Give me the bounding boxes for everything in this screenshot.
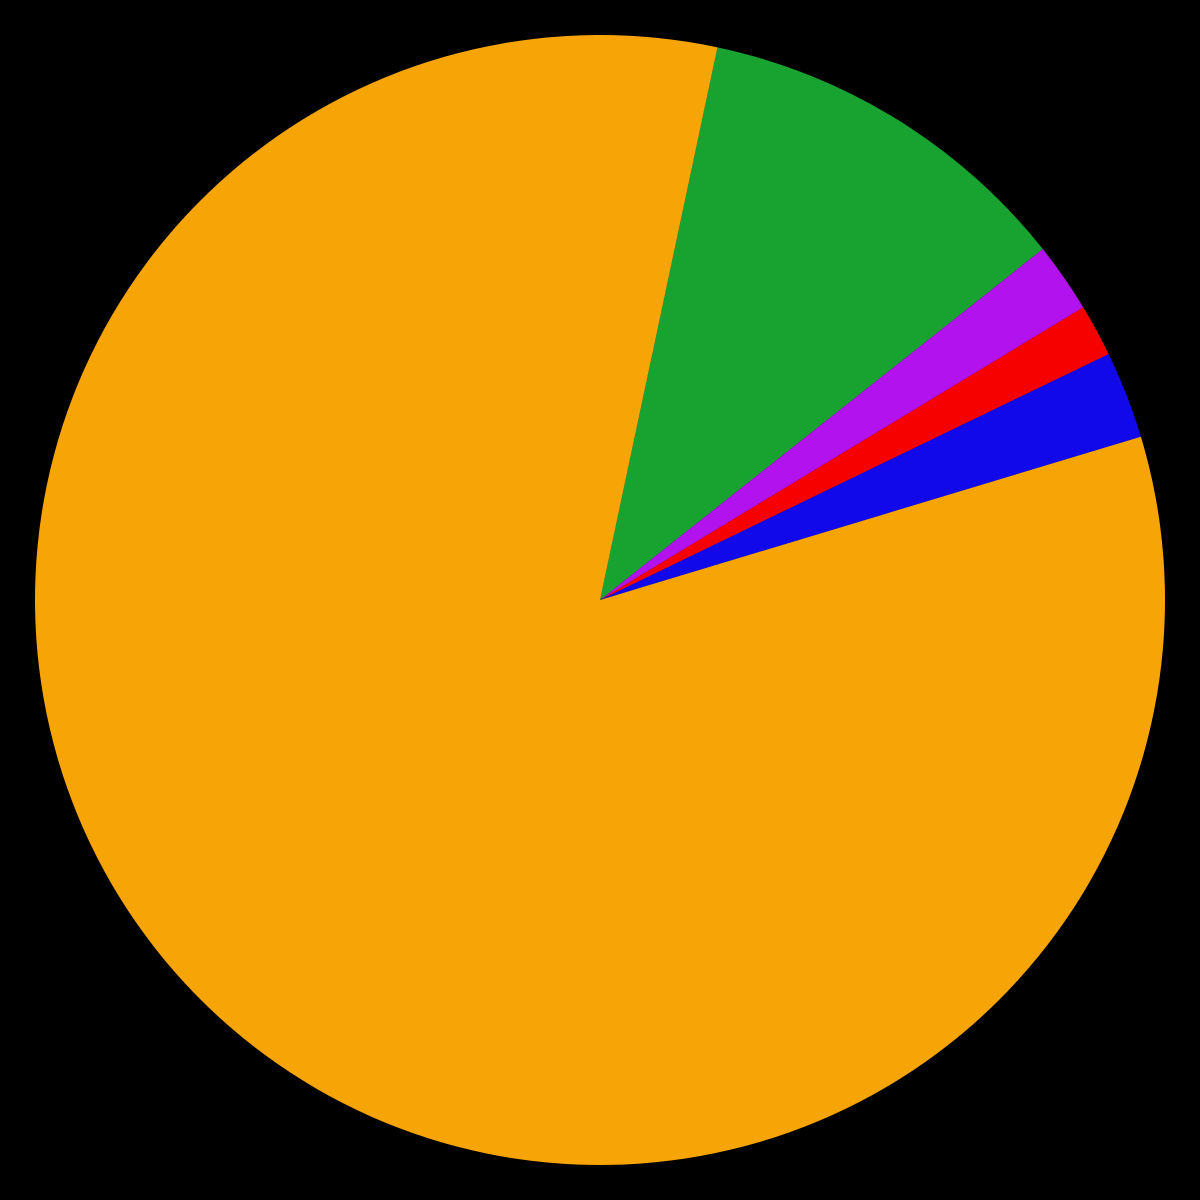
pie-chart [0, 0, 1200, 1200]
